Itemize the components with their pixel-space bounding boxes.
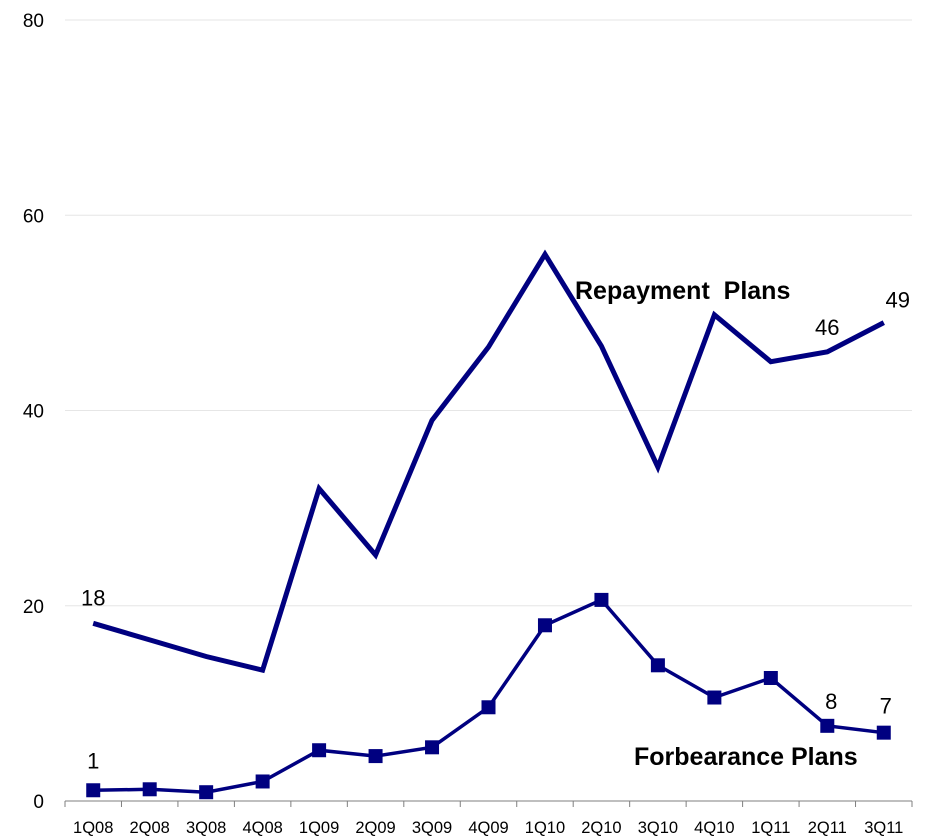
- x-tick-label: 2Q08: [130, 819, 170, 837]
- series-line-repayment: [92, 249, 885, 674]
- forbearance-marker: [820, 718, 835, 733]
- forbearance-marker: [763, 670, 778, 685]
- y-tick-label: 0: [33, 792, 44, 813]
- series-group: [86, 249, 891, 800]
- data-label: 1: [87, 748, 99, 773]
- x-tick-label: 2Q09: [355, 819, 395, 837]
- x-tick-label: 1Q09: [299, 819, 339, 837]
- y-tick-label: 60: [23, 206, 44, 227]
- forbearance-marker: [312, 743, 327, 758]
- x-tick-label: 3Q10: [638, 819, 678, 837]
- data-label: 8: [825, 689, 837, 714]
- forbearance-marker: [707, 690, 722, 705]
- forbearance-marker: [481, 700, 496, 715]
- forbearance-marker: [199, 785, 214, 800]
- x-tick-label: 3Q11: [864, 819, 903, 837]
- forbearance-marker: [86, 783, 101, 798]
- series-name-repayment: Repayment Plans: [575, 277, 790, 305]
- x-tick-label: 1Q10: [525, 819, 565, 837]
- forbearance-marker: [142, 782, 157, 797]
- forbearance-marker: [650, 658, 665, 673]
- y-tick-label: 80: [23, 11, 44, 32]
- x-tick-label: 2Q11: [808, 819, 847, 837]
- y-axis: 0 20 40 60 80: [23, 11, 44, 813]
- x-tick-label: 3Q08: [186, 819, 226, 837]
- data-label: 7: [880, 694, 892, 719]
- x-axis: 1Q08 2Q08 3Q08 4Q08 1Q09 2Q09 3Q09 4Q09 1Q10 2Q10…: [64, 800, 913, 837]
- data-label: 49: [886, 288, 910, 313]
- x-tick-label: 4Q09: [468, 819, 508, 837]
- forbearance-marker: [425, 740, 440, 755]
- x-tick-label: 1Q08: [73, 819, 113, 837]
- y-tick-label: 40: [23, 402, 44, 423]
- x-tick-label: 4Q08: [242, 819, 282, 837]
- forbearance-marker: [368, 749, 383, 764]
- y-tick-label: 20: [23, 597, 44, 618]
- x-tick-label: 4Q10: [694, 819, 734, 837]
- forbearance-marker: [255, 774, 270, 789]
- x-tick-label: 2Q10: [581, 819, 621, 837]
- gridlines: [65, 19, 912, 607]
- x-tick-label: 3Q09: [412, 819, 452, 837]
- data-label: 18: [81, 585, 105, 610]
- data-label: 46: [815, 315, 839, 340]
- x-tick-label: 1Q11: [751, 819, 790, 837]
- forbearance-marker: [594, 592, 609, 607]
- series-name-forbearance: Forbearance Plans: [634, 743, 858, 771]
- forbearance-marker: [876, 725, 891, 740]
- forbearance-marker: [537, 618, 552, 633]
